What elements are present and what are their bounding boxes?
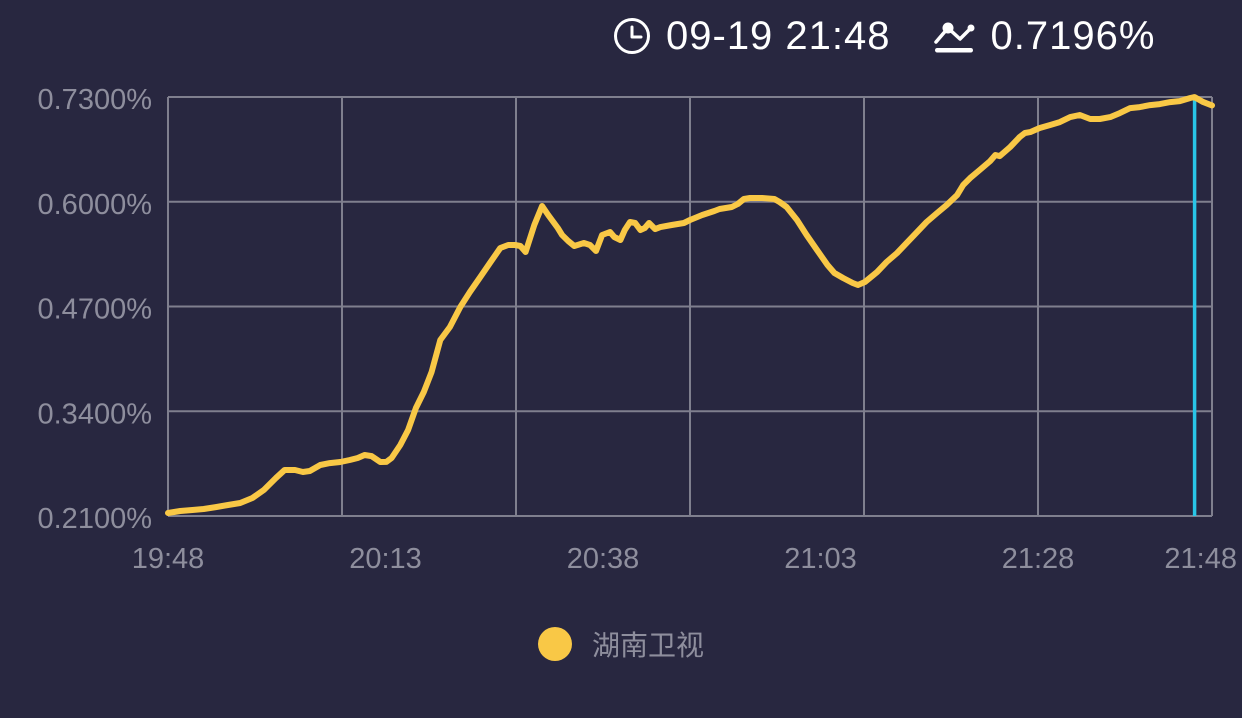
y-axis-tick-label: 0.2100% — [38, 503, 153, 535]
y-axis-tick-label: 0.6000% — [38, 189, 153, 221]
y-axis-tick-label: 0.3400% — [38, 398, 153, 430]
clock-icon — [614, 18, 650, 54]
header-datetime: 09-19 21:48 — [666, 13, 891, 58]
chart-header: 09-19 21:48 0.7196% — [612, 10, 1155, 62]
y-axis-tick-label: 0.7300% — [38, 84, 153, 116]
legend-label: 湖南卫视 — [591, 630, 704, 661]
x-axis-tick-label: 21:28 — [1002, 543, 1075, 575]
x-axis-tick-label: 20:13 — [349, 543, 422, 575]
x-axis-tick-label: 21:48 — [1164, 543, 1237, 575]
y-axis-tick-label: 0.4700% — [38, 294, 153, 326]
x-axis-tick-label: 21:03 — [784, 543, 857, 575]
legend-item-hunan-tv[interactable]: 湖南卫视 — [537, 624, 704, 664]
trend-icon — [933, 22, 975, 53]
x-axis-tick-label: 20:38 — [567, 543, 640, 575]
legend-dot — [537, 627, 572, 661]
header-rating-value: 0.7196% — [990, 13, 1156, 58]
legend: 湖南卫视 — [0, 621, 1242, 667]
series-line[interactable] — [165, 94, 1215, 516]
x-axis-tick-label: 19:48 — [132, 543, 205, 575]
